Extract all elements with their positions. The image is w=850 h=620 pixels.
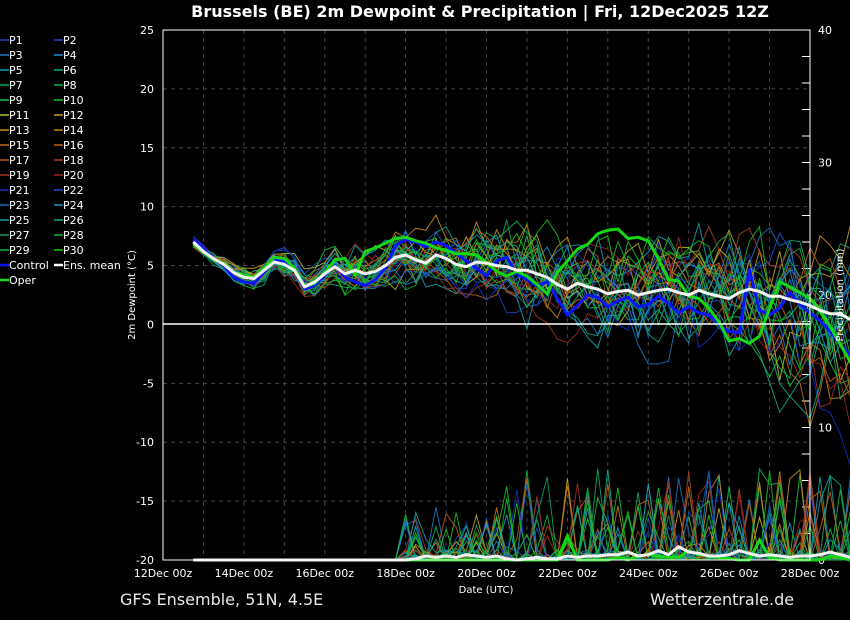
- y-tick-label: -20: [136, 554, 154, 567]
- legend-label-p29: P29: [9, 244, 30, 257]
- legend-label-p24: P24: [63, 199, 84, 212]
- x-tick-label: 20Dec 00z: [457, 567, 516, 580]
- y-tick-label: -5: [143, 377, 154, 390]
- legend-label-p1: P1: [9, 34, 23, 47]
- legend-label-p19: P19: [9, 169, 30, 182]
- member-line-p18: [192, 225, 850, 308]
- member-line-p19: [193, 243, 850, 408]
- y-tick-label: 20: [140, 83, 154, 96]
- x-tick-label: 26Dec 00z: [700, 567, 759, 580]
- y2-tick-label: 40: [818, 24, 832, 37]
- legend-label-control: Control: [9, 259, 49, 272]
- y2-tick-label: 10: [818, 422, 832, 435]
- y2-tick-label: 30: [818, 157, 832, 170]
- legend-label-p23: P23: [9, 199, 30, 212]
- legend-label-p30: P30: [63, 244, 84, 257]
- ens-mean-line: [192, 240, 850, 322]
- legend-label-p4: P4: [63, 49, 77, 62]
- legend-label-p16: P16: [63, 139, 84, 152]
- legend-label-p18: P18: [63, 154, 84, 167]
- y-tick-label: 15: [140, 142, 154, 155]
- precip-members: [193, 467, 850, 562]
- legend-label-ens-mean: Ens. mean: [63, 259, 121, 272]
- x-tick-label: 22Dec 00z: [538, 567, 597, 580]
- footer-source: Wetterzentrale.de: [650, 590, 794, 609]
- member-line-p29: [192, 225, 850, 371]
- legend-label-p12: P12: [63, 109, 84, 122]
- legend-label-p20: P20: [63, 169, 84, 182]
- legend-label-p5: P5: [9, 64, 23, 77]
- member-line-p21: [192, 236, 850, 467]
- legend-label-p15: P15: [9, 139, 30, 152]
- chart-title: Brussels (BE) 2m Dewpoint & Precipitatio…: [191, 2, 769, 22]
- ensemble-members: [192, 214, 850, 467]
- member-line-p27: [192, 219, 850, 347]
- x-tick-label: 24Dec 00z: [619, 567, 678, 580]
- legend-label-p14: P14: [63, 124, 84, 137]
- legend-label-p25: P25: [9, 214, 30, 227]
- legend-label-p11: P11: [9, 109, 30, 122]
- legend: P1 P2 P3 P4 P5 P6 P7 P8 P9 P10 P11 P12 P13 P14 P15 P16 P…: [0, 34, 121, 287]
- y2-axis-label: Precipitation (mm): [835, 248, 846, 341]
- legend-label-p21: P21: [9, 184, 30, 197]
- footer-model: GFS Ensemble, 51N, 4.5E: [120, 590, 323, 609]
- legend-label-p2: P2: [63, 34, 77, 47]
- legend-label-p27: P27: [9, 229, 30, 242]
- y-tick-label: 10: [140, 201, 154, 214]
- x-tick-label: 16Dec 00z: [295, 567, 354, 580]
- x-tick-label: 28Dec 00z: [781, 567, 840, 580]
- legend-label-p7: P7: [9, 79, 23, 92]
- legend-label-p28: P28: [63, 229, 84, 242]
- y-tick-label: -10: [136, 436, 154, 449]
- legend-label-p22: P22: [63, 184, 84, 197]
- y-axis-label: 2m Dewpoint (°C): [127, 250, 138, 340]
- legend-label-p17: P17: [9, 154, 30, 167]
- y-tick-label: 25: [140, 24, 154, 37]
- x-tick-label: 14Dec 00z: [215, 567, 274, 580]
- legend-label-p3: P3: [9, 49, 23, 62]
- legend-label-p6: P6: [63, 64, 77, 77]
- member-line-p14: [192, 214, 850, 400]
- legend-label-p26: P26: [63, 214, 84, 227]
- legend-label-oper: Oper: [9, 274, 36, 287]
- y-tick-label: 0: [147, 318, 154, 331]
- x-axis-ticks: 12Dec 00z 14Dec 00z 16Dec 00z 18Dec 00z 20De…: [134, 567, 840, 580]
- legend-label-p9: P9: [9, 94, 23, 107]
- member-line-p28: [192, 232, 850, 351]
- legend-label-p10: P10: [63, 94, 84, 107]
- legend-label-p13: P13: [9, 124, 30, 137]
- x-tick-label: 18Dec 00z: [376, 567, 435, 580]
- y-tick-label: -15: [136, 495, 154, 508]
- member-line-p9: [192, 235, 850, 388]
- x-axis-label: Date (UTC): [459, 585, 514, 596]
- y-tick-label: 5: [147, 260, 154, 273]
- legend-label-p8: P8: [63, 79, 77, 92]
- x-tick-label: 12Dec 00z: [134, 567, 193, 580]
- y-axis-ticks: 25 20 15 10 5 0 -5 -10 -15 -20: [136, 24, 154, 567]
- plot-frame: [162, 29, 811, 561]
